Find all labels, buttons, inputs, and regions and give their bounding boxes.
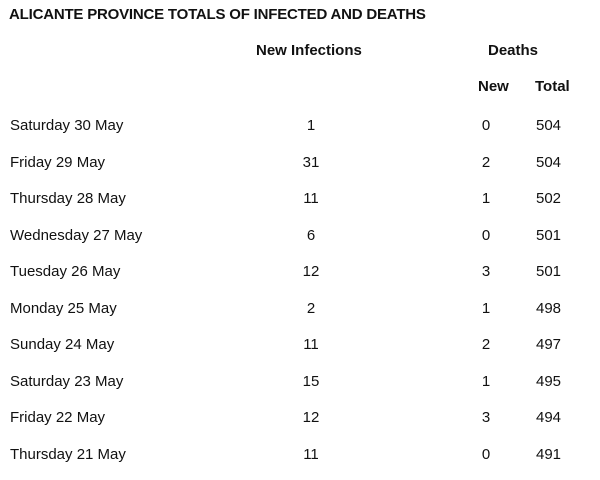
cell-date: Monday 25 May (10, 300, 117, 317)
table-row: Monday 25 May 2 1 498 (0, 298, 600, 335)
cell-deaths-total: 498 (536, 300, 561, 317)
cell-date: Saturday 23 May (10, 373, 123, 390)
table-row: Friday 22 May 12 3 494 (0, 407, 600, 444)
cell-deaths-new: 0 (476, 117, 496, 134)
cell-new-infections: 11 (296, 446, 326, 463)
cell-deaths-new: 0 (476, 446, 496, 463)
cell-new-infections: 1 (296, 117, 326, 134)
cell-new-infections: 2 (296, 300, 326, 317)
cell-deaths-total: 491 (536, 446, 561, 463)
cell-date: Thursday 28 May (10, 190, 126, 207)
cell-date: Friday 29 May (10, 154, 105, 171)
table-body: Saturday 30 May 1 0 504 Friday 29 May 31… (0, 115, 600, 480)
cell-deaths-new: 1 (476, 190, 496, 207)
header-new-infections: New Infections (256, 42, 362, 59)
cell-deaths-total: 495 (536, 373, 561, 390)
table-row: Thursday 28 May 11 1 502 (0, 188, 600, 225)
table-row: Saturday 30 May 1 0 504 (0, 115, 600, 152)
cell-deaths-total: 501 (536, 227, 561, 244)
table-row: Wednesday 27 May 6 0 501 (0, 225, 600, 262)
cell-deaths-new: 3 (476, 263, 496, 280)
cell-deaths-new: 2 (476, 154, 496, 171)
cell-deaths-total: 501 (536, 263, 561, 280)
cell-deaths-new: 2 (476, 336, 496, 353)
cell-new-infections: 31 (296, 154, 326, 171)
cell-new-infections: 12 (296, 263, 326, 280)
cell-date: Saturday 30 May (10, 117, 123, 134)
cell-deaths-total: 494 (536, 409, 561, 426)
cell-new-infections: 12 (296, 409, 326, 426)
cell-date: Tuesday 26 May (10, 263, 120, 280)
cell-deaths-total: 504 (536, 117, 561, 134)
cell-new-infections: 11 (296, 336, 326, 353)
table-row: Tuesday 26 May 12 3 501 (0, 261, 600, 298)
cell-date: Sunday 24 May (10, 336, 114, 353)
header-deaths-total: Total (535, 78, 570, 95)
table-row: Friday 29 May 31 2 504 (0, 152, 600, 189)
cell-new-infections: 11 (296, 190, 326, 207)
table-row: Saturday 23 May 15 1 495 (0, 371, 600, 408)
cell-date: Thursday 21 May (10, 446, 126, 463)
page-title: ALICANTE PROVINCE TOTALS OF INFECTED AND… (9, 6, 426, 23)
cell-date: Wednesday 27 May (10, 227, 142, 244)
cell-deaths-new: 0 (476, 227, 496, 244)
cell-new-infections: 6 (296, 227, 326, 244)
table-row: Sunday 24 May 11 2 497 (0, 334, 600, 371)
header-deaths: Deaths (488, 42, 538, 59)
cell-new-infections: 15 (296, 373, 326, 390)
cell-deaths-new: 3 (476, 409, 496, 426)
cell-deaths-new: 1 (476, 300, 496, 317)
table-row: Thursday 21 May 11 0 491 (0, 444, 600, 480)
cell-deaths-new: 1 (476, 373, 496, 390)
cell-deaths-total: 504 (536, 154, 561, 171)
cell-date: Friday 22 May (10, 409, 105, 426)
header-deaths-new: New (478, 78, 509, 95)
cell-deaths-total: 497 (536, 336, 561, 353)
cell-deaths-total: 502 (536, 190, 561, 207)
